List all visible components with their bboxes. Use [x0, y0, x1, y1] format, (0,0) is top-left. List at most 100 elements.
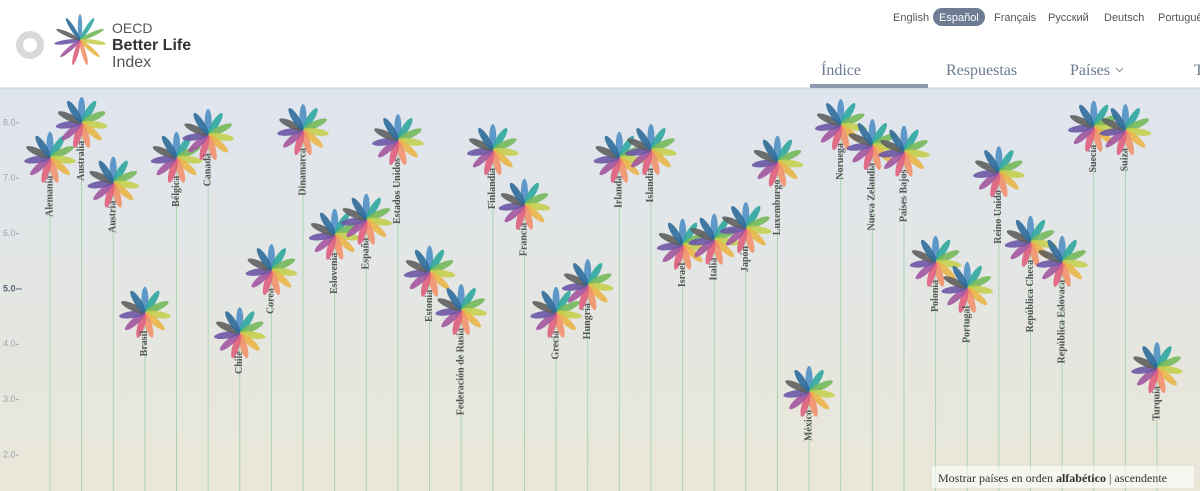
country-label[interactable]: Suecia	[1088, 145, 1099, 173]
petal	[302, 129, 323, 148]
petal	[943, 276, 968, 289]
flower[interactable]	[119, 286, 171, 339]
flower[interactable]	[973, 146, 1025, 198]
language-link[interactable]: Français	[994, 12, 1037, 24]
flower[interactable]	[814, 99, 867, 151]
flower[interactable]	[530, 286, 582, 339]
country-label[interactable]: Dinamarca	[297, 148, 308, 196]
country-label[interactable]: República Checa	[1025, 260, 1036, 333]
country-label[interactable]: Canadá	[202, 153, 213, 186]
petal	[49, 157, 70, 176]
country-label[interactable]: República Eslovaca	[1056, 280, 1067, 364]
country-label[interactable]: Polonia	[930, 280, 941, 312]
country-label[interactable]: Eslovenia	[329, 253, 340, 294]
language-link[interactable]: Español	[939, 12, 979, 24]
flower[interactable]	[245, 244, 298, 296]
flower[interactable]	[783, 365, 835, 418]
country-label[interactable]: Hungría	[582, 303, 593, 339]
petal	[437, 298, 462, 311]
flower[interactable]	[24, 131, 76, 184]
country-label[interactable]: Estonia	[424, 290, 435, 322]
flower[interactable]	[720, 202, 772, 254]
country-label[interactable]: Irlanda	[614, 176, 625, 208]
flower[interactable]	[625, 124, 677, 176]
flower[interactable]	[688, 213, 740, 266]
flower[interactable]	[214, 307, 266, 359]
country-label[interactable]: Japón	[740, 246, 751, 273]
flower[interactable]	[87, 156, 140, 209]
petal	[484, 149, 495, 175]
petal	[848, 133, 873, 146]
country-label[interactable]: Alemania	[44, 176, 55, 217]
country-label[interactable]: Israel	[677, 262, 688, 287]
petal	[216, 321, 240, 335]
nav-link[interactable]: Índice	[821, 60, 861, 79]
flower[interactable]	[1099, 104, 1152, 156]
language-link[interactable]: Portuguê	[1158, 12, 1200, 24]
sort-direction[interactable]: ascendente	[1114, 471, 1167, 485]
language-link[interactable]: Русский	[1048, 12, 1089, 24]
country-label[interactable]: Australia	[76, 141, 87, 181]
petal	[207, 134, 229, 153]
country-label[interactable]: Países Bajos	[898, 170, 909, 223]
country-label[interactable]: Italia	[708, 258, 719, 281]
petal	[441, 309, 462, 328]
country-label[interactable]: Federación de Rusia	[455, 328, 466, 415]
flower[interactable]	[1131, 342, 1183, 394]
petal	[871, 122, 887, 146]
country-label[interactable]: Islandia	[645, 168, 656, 202]
flower[interactable]	[340, 193, 393, 246]
country-label[interactable]: Grecia	[550, 331, 561, 360]
country-label[interactable]: Portugal	[962, 306, 973, 343]
petal	[397, 139, 418, 158]
flower[interactable]	[498, 178, 551, 231]
petal	[555, 301, 580, 314]
flower[interactable]	[435, 283, 487, 336]
nav-link[interactable]: T	[1194, 62, 1200, 79]
flower[interactable]	[403, 245, 456, 298]
flower[interactable]	[561, 259, 614, 311]
petal	[113, 170, 137, 184]
country-label[interactable]: Corea	[266, 288, 277, 314]
petal	[271, 258, 296, 271]
country-label[interactable]: Francia	[519, 223, 530, 256]
flower[interactable]	[878, 125, 930, 178]
language-link[interactable]: Deutsch	[1104, 12, 1144, 24]
logo[interactable]: OECD Better Life Index	[16, 14, 191, 71]
country-label[interactable]: Reino Unido	[993, 190, 1004, 244]
country-label[interactable]: Finlandia	[487, 168, 498, 209]
flower[interactable]	[1036, 235, 1088, 288]
country-label[interactable]: Luxemburgo	[772, 180, 783, 236]
petal	[776, 139, 793, 162]
flower[interactable]	[372, 114, 424, 166]
flower[interactable]	[467, 124, 519, 176]
nav-link[interactable]: Respuestas	[946, 62, 1017, 79]
country-label[interactable]: Chile	[234, 351, 245, 374]
flower[interactable]	[308, 208, 361, 261]
nav-link[interactable]: Países	[1070, 62, 1110, 79]
country-label[interactable]: México	[803, 410, 814, 441]
flower[interactable]	[909, 235, 962, 288]
country-label[interactable]: Nueva Zelandia	[867, 163, 878, 231]
country-label[interactable]: España	[361, 238, 372, 270]
flower[interactable]	[277, 104, 329, 156]
flower[interactable]	[55, 96, 108, 149]
country-label[interactable]: Bélgica	[171, 176, 182, 207]
country-label[interactable]: Turquía	[1151, 386, 1162, 420]
petal	[112, 160, 128, 183]
flower[interactable]	[1067, 100, 1120, 153]
language-link[interactable]: English	[893, 12, 929, 24]
petal	[1070, 115, 1094, 128]
flower[interactable]	[751, 135, 804, 188]
country-label[interactable]: Estados Unidos	[392, 158, 403, 224]
flower[interactable]	[941, 261, 993, 314]
country-label[interactable]: Austria	[108, 201, 119, 233]
country-label[interactable]: Noruega	[835, 143, 846, 180]
country-label[interactable]: Brasil	[139, 331, 150, 357]
sort-order[interactable]: alfabético	[1056, 471, 1106, 485]
petal	[79, 39, 88, 65]
country-label[interactable]: Suiza	[1120, 148, 1131, 171]
logo-flower	[54, 14, 106, 65]
flower[interactable]	[182, 109, 234, 161]
petal	[452, 309, 463, 335]
